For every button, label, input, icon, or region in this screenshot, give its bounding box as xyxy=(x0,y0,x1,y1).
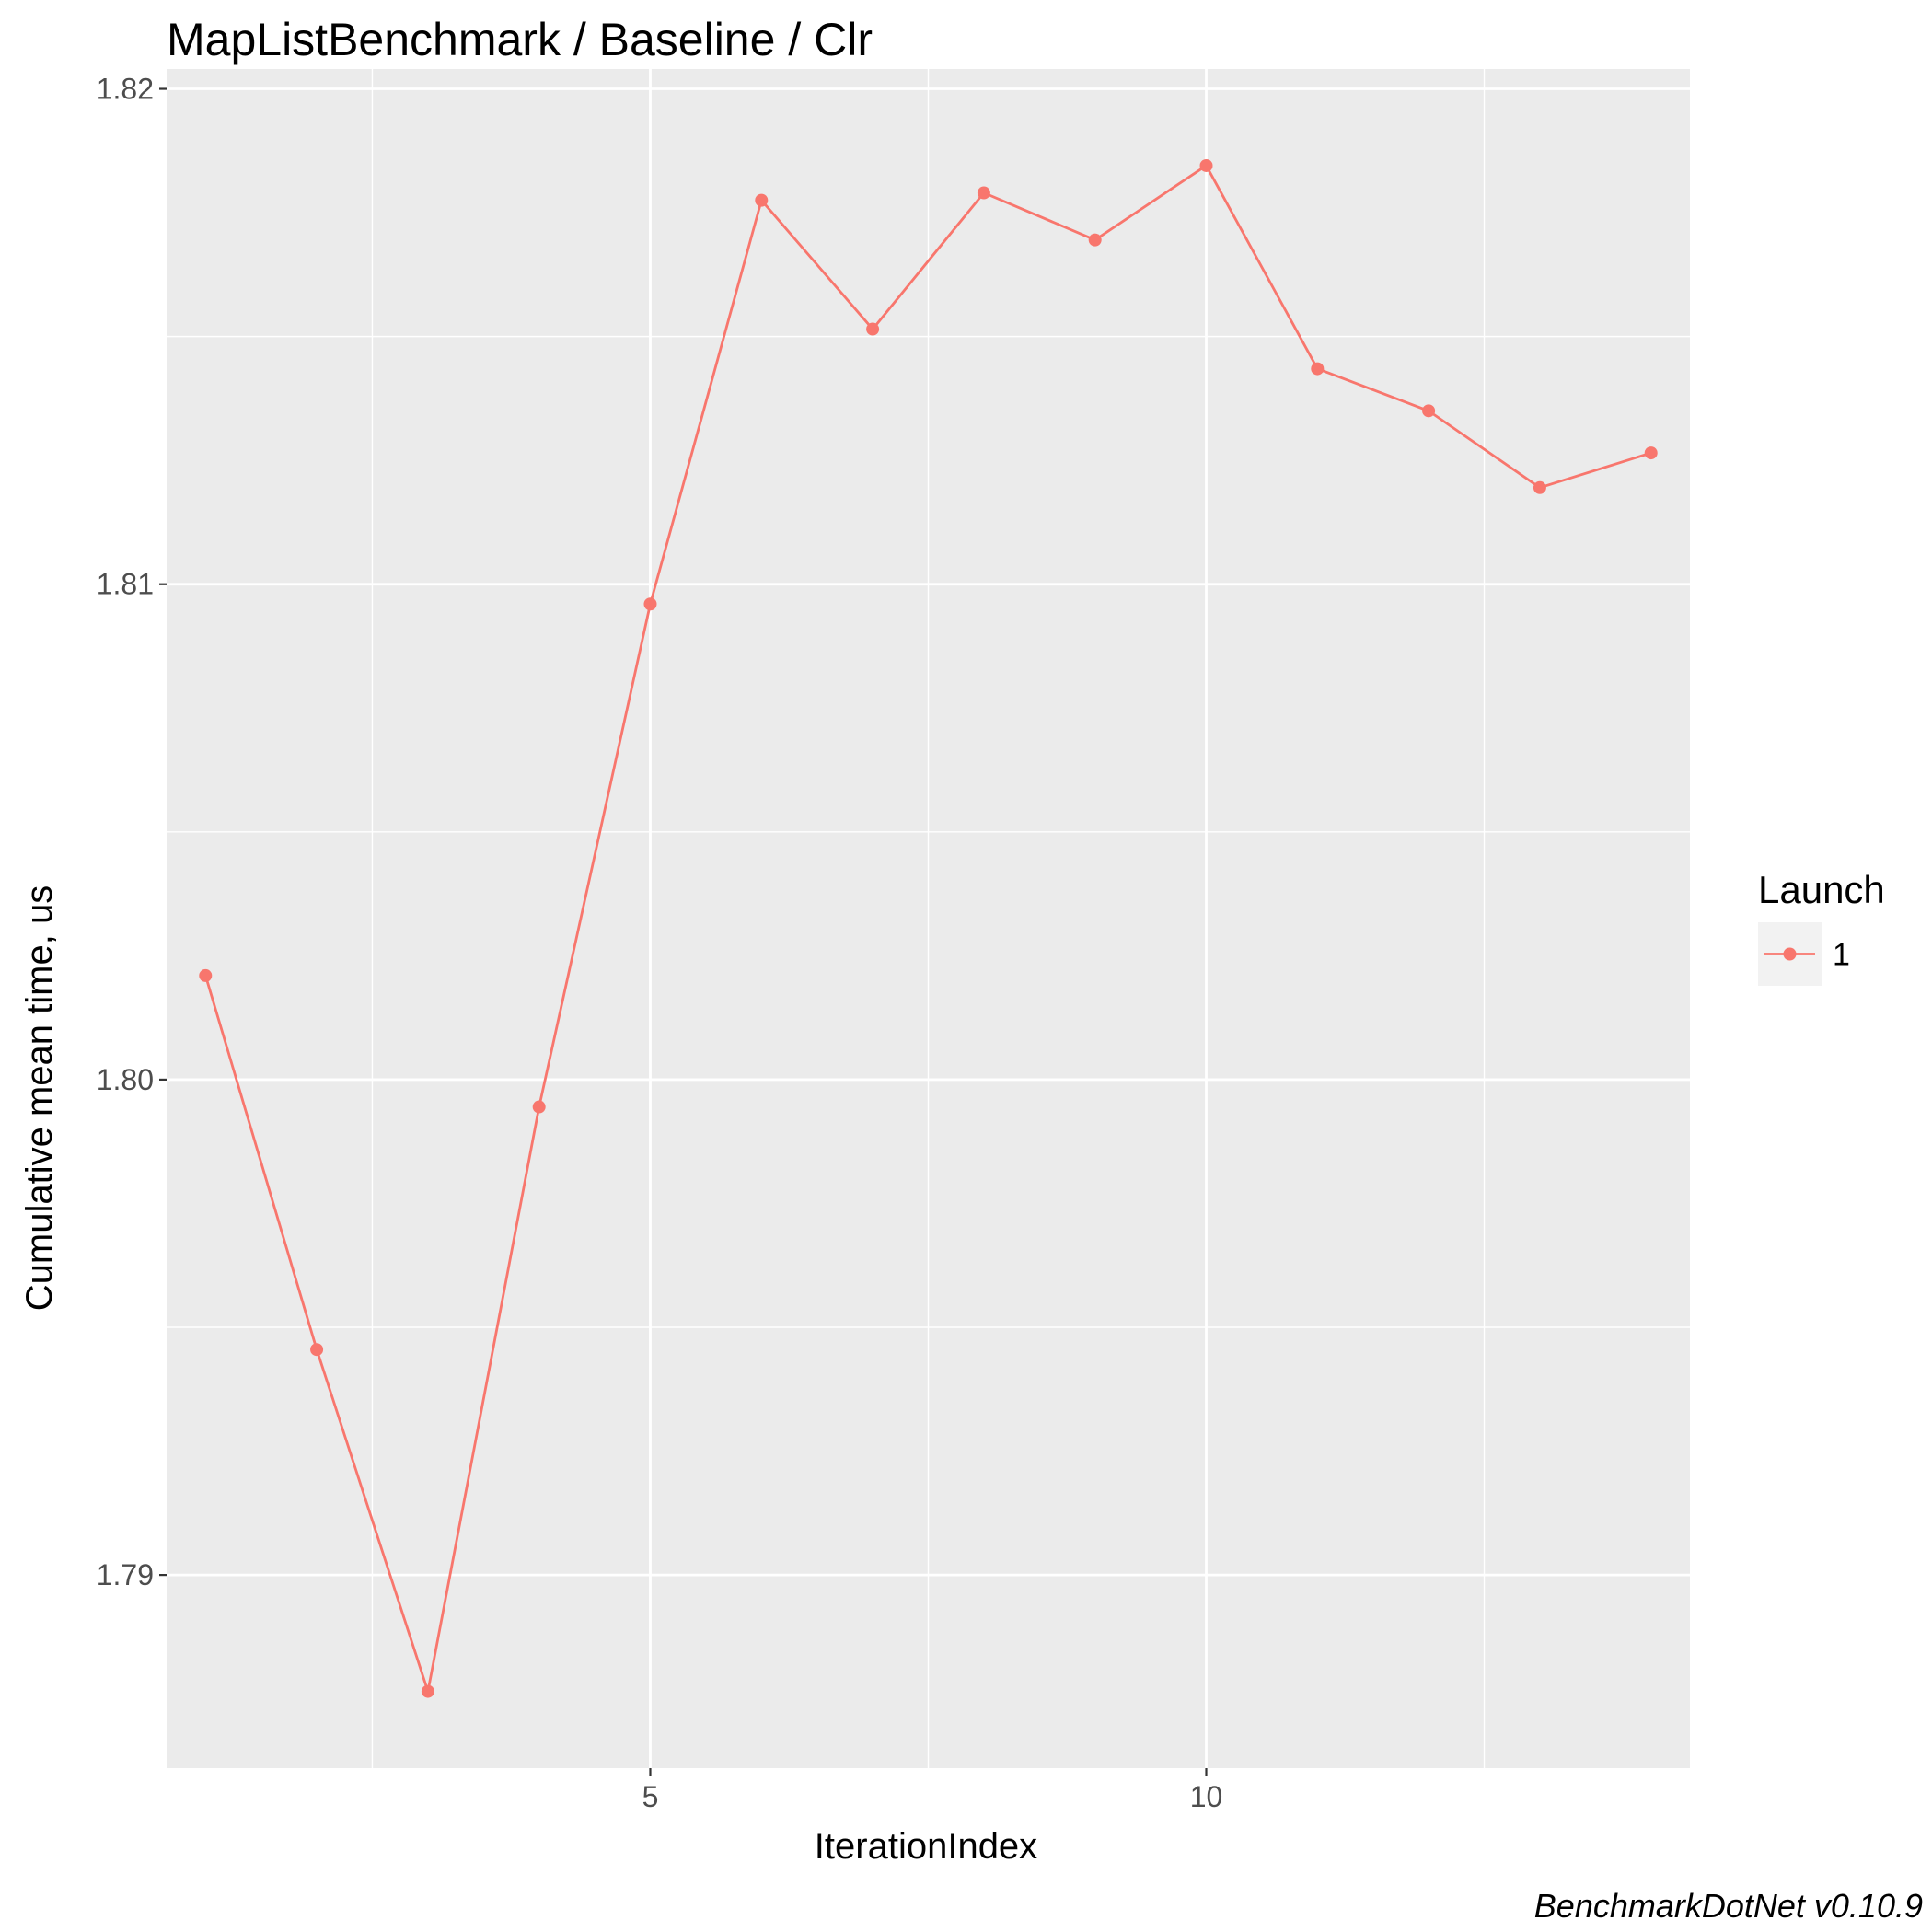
data-point xyxy=(1088,233,1102,247)
y-tick-label: 1.81 xyxy=(97,568,154,601)
data-point xyxy=(1199,158,1213,172)
data-point xyxy=(532,1100,546,1114)
x-tick-label: 5 xyxy=(642,1780,659,1813)
y-axis-label: Cumulative mean time, us xyxy=(19,885,60,1311)
data-point xyxy=(755,193,769,207)
data-point xyxy=(310,1343,324,1357)
data-point xyxy=(1533,480,1546,494)
caption: BenchmarkDotNet v0.10.9 xyxy=(1534,1887,1923,1925)
y-tick-label: 1.82 xyxy=(97,73,154,106)
data-point xyxy=(199,968,213,982)
y-tick-label: 1.80 xyxy=(97,1063,154,1096)
legend-title: Launch xyxy=(1758,868,1885,911)
data-point xyxy=(866,322,880,336)
x-tick-label: 10 xyxy=(1190,1780,1223,1813)
data-point xyxy=(1311,362,1325,376)
y-tick-label: 1.79 xyxy=(97,1558,154,1591)
data-point xyxy=(1644,446,1658,460)
legend-key-point xyxy=(1783,947,1797,961)
data-point xyxy=(977,186,990,200)
chart-title: MapListBenchmark / Baseline / Clr xyxy=(167,14,873,65)
data-point xyxy=(643,597,657,611)
data-point xyxy=(1422,404,1436,418)
legend-item-label: 1 xyxy=(1833,938,1850,973)
x-axis-label: IterationIndex xyxy=(815,1826,1037,1867)
series-line xyxy=(203,164,1652,1693)
data-point xyxy=(421,1684,434,1698)
